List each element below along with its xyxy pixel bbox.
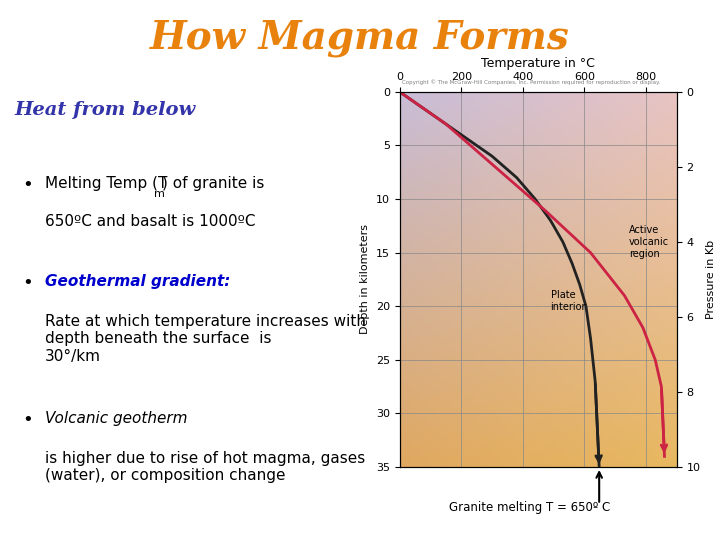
Y-axis label: Depth in kilometers: Depth in kilometers bbox=[360, 225, 370, 334]
Text: Copyright © The McGraw-Hill Companies, Inc. Permission required for reproduction: Copyright © The McGraw-Hill Companies, I… bbox=[402, 79, 660, 85]
Text: Rate at which temperature increases with
depth beneath the surface  is
30°/km: Rate at which temperature increases with… bbox=[45, 314, 366, 363]
Y-axis label: Pressure in Kb: Pressure in Kb bbox=[706, 240, 716, 319]
Text: •: • bbox=[22, 274, 33, 292]
Text: Geothermal gradient:: Geothermal gradient: bbox=[45, 274, 230, 289]
Text: ) of granite is: ) of granite is bbox=[162, 177, 264, 192]
Text: •: • bbox=[22, 411, 33, 429]
Text: Plate
interior: Plate interior bbox=[551, 290, 586, 312]
Text: Granite melting T = 650º C: Granite melting T = 650º C bbox=[449, 501, 610, 514]
Text: Heat from below: Heat from below bbox=[14, 101, 196, 119]
Text: Melting Temp (T: Melting Temp (T bbox=[45, 177, 167, 192]
Text: •: • bbox=[22, 177, 33, 194]
Text: Active
volcanic
region: Active volcanic region bbox=[629, 225, 669, 259]
Text: How Magma Forms: How Magma Forms bbox=[150, 19, 570, 57]
X-axis label: Temperature in °C: Temperature in °C bbox=[481, 57, 595, 70]
Text: Volcanic geotherm: Volcanic geotherm bbox=[45, 411, 187, 426]
Text: is higher due to rise of hot magma, gases
(water), or composition change: is higher due to rise of hot magma, gase… bbox=[45, 451, 365, 483]
Text: m: m bbox=[154, 189, 165, 199]
Text: 650ºC and basalt is 1000ºC: 650ºC and basalt is 1000ºC bbox=[45, 214, 255, 229]
